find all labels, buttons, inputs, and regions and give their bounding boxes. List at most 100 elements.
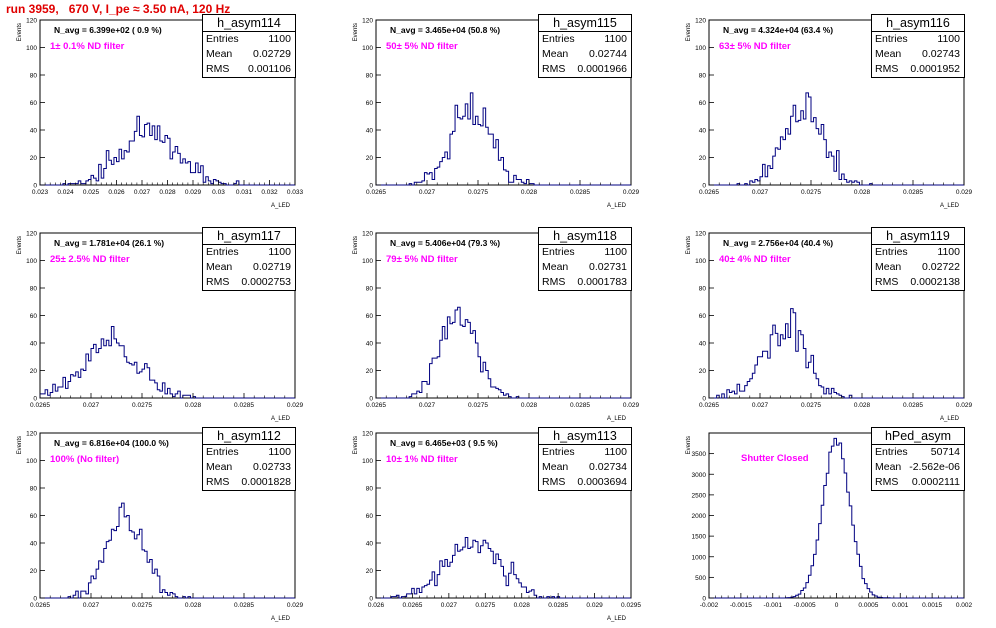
y-tick-label: 40: [366, 341, 374, 348]
x-tick-label: -0.002: [700, 602, 719, 609]
navg-label: N_avg = 3.465e+04 (50.8 %): [390, 25, 501, 35]
x-tick-label: 0.0285: [570, 189, 590, 196]
stats-row-entries: Entries 1100: [539, 245, 631, 260]
x-tick-label: 0.0275: [801, 402, 821, 409]
stats-row-mean: Mean -2.562e-06: [872, 460, 964, 475]
stats-row-mean: Mean 0.02743: [872, 47, 964, 62]
stats-value-mean: 0.02733: [253, 461, 291, 473]
y-tick-label: 120: [26, 18, 37, 25]
stats-label-mean: Mean: [875, 461, 902, 473]
stats-value-entries: 1100: [604, 33, 627, 45]
stats-label-rms: RMS: [542, 276, 566, 288]
stats-label-mean: Mean: [875, 48, 902, 60]
histogram-line: [709, 308, 964, 399]
x-tick-label: 0.027: [83, 602, 100, 609]
y-tick-label: 3000: [692, 472, 707, 479]
x-tick-label: 0.023: [32, 189, 49, 196]
stats-value-rms: 0.0002111: [911, 476, 960, 488]
y-tick-label: 100: [26, 45, 37, 52]
histogram-panel-h_asym113: 0.026 0.0265 0.027 0.0275 0.028 0.0285 0.029 0.…: [346, 427, 676, 628]
histogram-name: h_asym112: [203, 428, 295, 445]
histogram-name: h_asym115: [539, 15, 631, 32]
y-tick-label: 60: [30, 313, 38, 320]
histogram-line: [376, 537, 631, 599]
stats-value-rms: 0.001106: [247, 63, 291, 75]
stats-label-mean: Mean: [542, 261, 569, 273]
x-tick-label: 0.0285: [234, 602, 254, 609]
y-tick-label: 80: [366, 486, 374, 493]
stats-row-mean: Mean 0.02744: [539, 47, 631, 62]
y-tick-label: 40: [30, 341, 38, 348]
histogram-plot-hPed_asym: -0.002 -0.0015 -0.001 -0.0005 0 0.0005 0.001 0.…: [686, 432, 973, 609]
stats-value-rms: 0.0001828: [241, 476, 291, 488]
stats-box: h_asym119 Entries 1100 Mean 0.02722 RMS 0.0002…: [871, 227, 965, 291]
y-tick-label: 60: [366, 513, 374, 520]
histogram-plot-h_asym114: 0.023 0.024 0.025 0.026 0.027 0.028 0.029 0.03 0…: [17, 18, 304, 210]
y-axis-title: Events: [686, 23, 692, 41]
stats-row-entries: Entries 1100: [539, 32, 631, 47]
y-axis-title: Events: [353, 23, 359, 41]
x-tick-label: 0.026: [108, 189, 125, 196]
filter-label: 79± 5% ND filter: [386, 254, 458, 265]
stats-label-mean: Mean: [206, 461, 233, 473]
stats-value-entries: 1100: [268, 33, 291, 45]
y-tick-label: 80: [30, 73, 38, 80]
filter-label: 50± 5% ND filter: [386, 41, 458, 52]
y-tick-label: 60: [699, 100, 707, 107]
histogram-panel-h_asym117: 0.0265 0.027 0.0275 0.028 0.0285 0.029 0 20 40 60…: [10, 227, 340, 428]
y-tick-label: 3500: [692, 451, 707, 458]
x-tick-label: 0.0265: [366, 402, 386, 409]
stats-box: hPed_asym Entries 50714 Mean -2.562e-06 RMS 0.…: [871, 427, 965, 491]
x-tick-label: 0.03: [212, 189, 225, 196]
y-tick-label: 120: [695, 18, 706, 25]
histogram-plot-h_asym119: 0.0265 0.027 0.0275 0.028 0.0285 0.029 0 20 40 60…: [686, 231, 973, 423]
y-tick-label: 0: [702, 596, 706, 603]
y-axis-title: Events: [353, 436, 359, 454]
y-axis-title: Events: [17, 436, 23, 454]
stats-row-entries: Entries 1100: [203, 245, 295, 260]
y-tick-label: 0: [33, 596, 37, 603]
x-axis-title: A_LED: [271, 416, 291, 422]
stats-label-rms: RMS: [542, 63, 566, 75]
stats-label-rms: RMS: [206, 276, 230, 288]
y-tick-label: 120: [26, 231, 37, 238]
x-tick-label: 0.0285: [234, 402, 254, 409]
stats-label-mean: Mean: [206, 48, 233, 60]
navg-label: N_avg = 6.816e+04 (100.0 %): [54, 438, 169, 448]
filter-label: 10± 1% ND filter: [386, 454, 458, 465]
y-tick-label: 0: [33, 396, 37, 403]
x-tick-label: 0.027: [134, 189, 151, 196]
stats-label-entries: Entries: [542, 33, 575, 45]
x-tick-label: 0.002: [956, 602, 973, 609]
stats-row-entries: Entries 1100: [203, 445, 295, 460]
histogram-panel-h_asym115: 0.0265 0.027 0.0275 0.028 0.0285 0.029 0 20 40 60…: [346, 14, 676, 215]
stats-label-entries: Entries: [875, 246, 908, 258]
histogram-plot-h_asym112: 0.0265 0.027 0.0275 0.028 0.0285 0.029 0 20 40 60…: [17, 431, 304, 623]
x-axis-title: A_LED: [940, 203, 960, 209]
stats-box: h_asym118 Entries 1100 Mean 0.02731 RMS 0.0001…: [538, 227, 632, 291]
x-tick-label: 0.028: [854, 189, 871, 196]
stats-value-mean: 0.02731: [589, 261, 627, 273]
histogram-line: [376, 92, 631, 186]
x-tick-label: 0.029: [287, 402, 304, 409]
filter-label: 63± 5% ND filter: [719, 41, 791, 52]
stats-row-rms: RMS 0.001106: [203, 62, 295, 77]
y-axis-title: Events: [686, 436, 692, 454]
x-tick-label: 0.026: [368, 602, 385, 609]
y-tick-label: 120: [362, 431, 373, 438]
stats-value-mean: 0.02722: [922, 261, 960, 273]
stats-label-rms: RMS: [206, 63, 230, 75]
x-tick-label: -0.0015: [730, 602, 752, 609]
stats-label-rms: RMS: [206, 476, 230, 488]
y-tick-label: 80: [366, 73, 374, 80]
x-tick-label: 0.029: [586, 602, 603, 609]
x-tick-label: 0.028: [185, 402, 202, 409]
x-tick-label: 0.0265: [699, 189, 719, 196]
stats-row-mean: Mean 0.02719: [203, 260, 295, 275]
y-tick-label: 500: [695, 575, 706, 582]
y-tick-label: 20: [699, 368, 707, 375]
filter-label: 25± 2.5% ND filter: [50, 254, 130, 265]
histogram-panel-h_asym118: 0.0265 0.027 0.0275 0.028 0.0285 0.029 0 20 40 60…: [346, 227, 676, 428]
navg-label: N_avg = 5.406e+04 (79.3 %): [390, 238, 501, 248]
y-tick-label: 40: [699, 341, 707, 348]
